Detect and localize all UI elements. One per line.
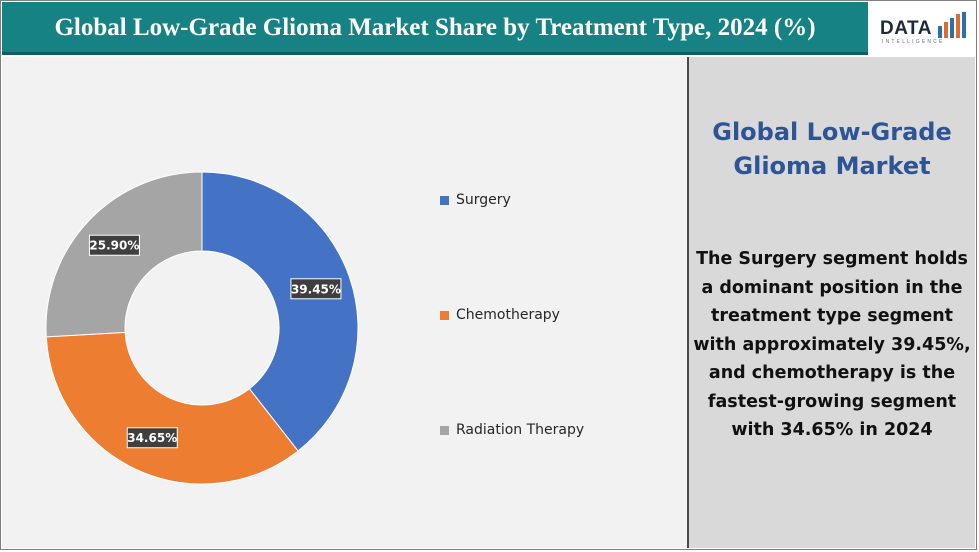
legend-label: Surgery [456, 192, 511, 208]
panel-divider [687, 57, 689, 548]
data-label-text: 34.65% [127, 431, 177, 445]
legend-item-surgery: Surgery [440, 191, 511, 209]
data-label-text: 39.45% [291, 282, 341, 296]
legend-label: Chemotherapy [456, 307, 560, 323]
data-label-text: 25.90% [89, 239, 139, 253]
logo-bars-icon [938, 12, 966, 38]
legend-swatch [440, 195, 449, 205]
legend-swatch [440, 310, 449, 320]
legend-label: Radiation Therapy [456, 422, 585, 438]
data-label-chemotherapy: 34.65% [126, 427, 178, 449]
slice-chemotherapy [45, 331, 299, 485]
header-bar: Global Low-Grade Glioma Market Share by … [2, 2, 868, 55]
logo-subtext: INTELLIGENCE [882, 39, 945, 45]
legend-item-radiation-therapy: Radiation Therapy [440, 421, 584, 439]
summary-text: The Surgery segment holds a dominant pos… [693, 249, 971, 440]
datam-logo: DATA INTELLIGENCE [872, 4, 976, 54]
logo-wordmark: DATA [880, 18, 932, 39]
summary-title: Global Low-Grade Glioma Market [712, 118, 952, 180]
data-label-surgery: 39.45% [290, 278, 342, 300]
summary-panel: Global Low-Grade Glioma Market The Surge… [689, 57, 975, 548]
slice-surgery [201, 171, 359, 452]
legend-item-chemotherapy: Chemotherapy [440, 306, 560, 324]
legend-swatch [440, 425, 449, 435]
chart-title: Global Low-Grade Glioma Market Share by … [54, 14, 816, 41]
data-label-radiation-therapy: 25.90% [88, 234, 140, 256]
